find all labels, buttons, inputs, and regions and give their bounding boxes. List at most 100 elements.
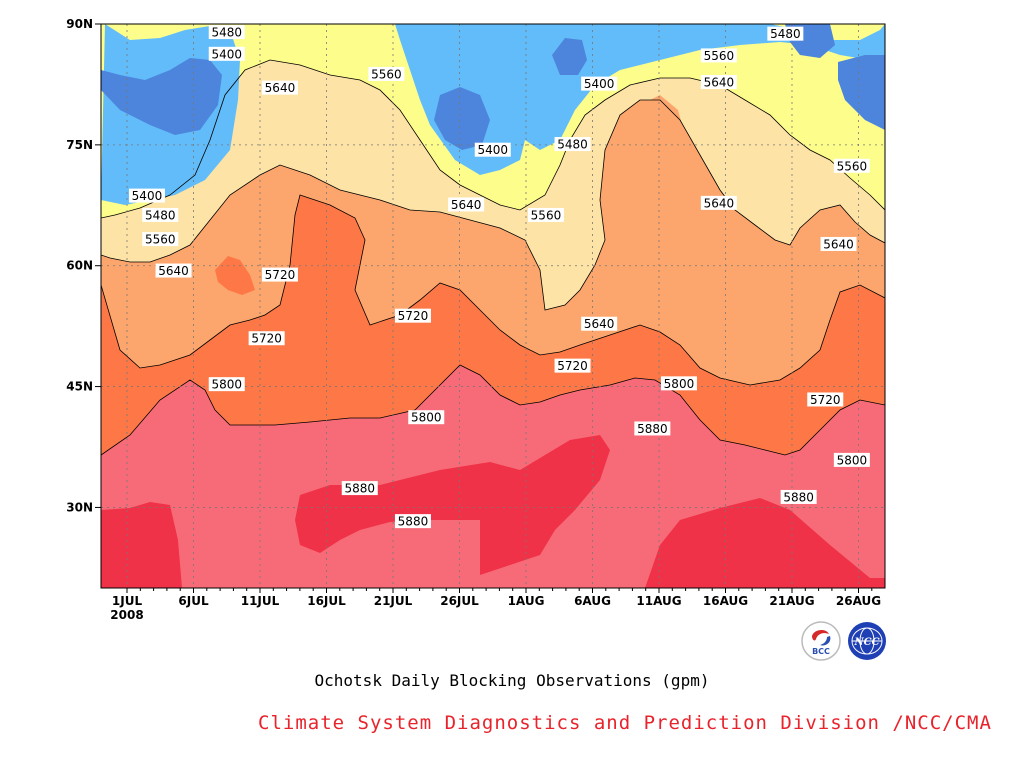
contour-label-bg (142, 207, 179, 222)
contour-label: 5400 (128, 188, 165, 203)
contour-label-text: 5560 (704, 49, 735, 63)
contour-label-bg (341, 481, 378, 496)
contour-label: 5800 (833, 452, 870, 467)
contour-label-text: 5480 (211, 26, 242, 40)
contour-label-bg (208, 46, 245, 61)
contour-label-bg (394, 514, 431, 529)
contour-label-text: 5400 (132, 189, 163, 203)
grid-lines (101, 24, 885, 588)
contour-label: 5880 (634, 421, 671, 436)
contour-label-text: 5800 (837, 453, 868, 467)
contour-label: 5400 (474, 142, 511, 157)
contour-label-bg (767, 26, 804, 41)
contour-label: 5800 (208, 377, 245, 392)
contour-label-bg (554, 358, 591, 373)
chart-credit: Climate System Diagnostics and Predictio… (258, 712, 992, 734)
y-tick-label: 60N (66, 259, 93, 273)
band-5640-island (612, 95, 685, 232)
ncc-logo-text: NCC (853, 637, 879, 648)
contour-label-bg (408, 410, 445, 425)
plot-area (101, 24, 885, 588)
contour-label: 5880 (394, 514, 431, 529)
contour-label-bg (261, 267, 298, 282)
contour-label-text: 5880 (783, 490, 814, 504)
contour-label: 5640 (581, 316, 618, 331)
x-axis: 1JUL 6JUL 11JUL 16JUL 21JUL 26JUL 1AUG 6AUG 11AU… (110, 588, 881, 622)
contour-label: 5560 (833, 158, 870, 173)
contour-label: 5480 (554, 137, 591, 152)
contour-label-bg (833, 452, 870, 467)
y-tick-label: 30N (66, 500, 93, 514)
contour-label-bg (700, 48, 737, 63)
contour-label-text: 5400 (211, 47, 242, 61)
contour-label-bg (700, 195, 737, 210)
band-5400-5480 (101, 24, 885, 205)
y-tick-label: 75N (66, 138, 93, 152)
contour-label: 5640 (700, 75, 737, 90)
contour-label-text: 5880 (344, 482, 375, 496)
band-below-5400 (101, 24, 885, 150)
band-5720-island (215, 256, 255, 295)
contour-label-bg (554, 137, 591, 152)
contour-label: 5560 (700, 48, 737, 63)
x-tick-label: 26AUG (836, 594, 881, 608)
contour-5720 (101, 194, 885, 386)
contour-label-text: 5400 (477, 143, 508, 157)
bcc-logo: BCC (801, 621, 841, 661)
contour-label-text: 5800 (664, 377, 695, 391)
contour-label-bg (634, 421, 671, 436)
contour-label-text: 5880 (637, 422, 668, 436)
contour-label-bg (394, 308, 431, 323)
contour-label-text: 5640 (584, 317, 615, 331)
contour-label-bg (474, 142, 511, 157)
contour-label-text: 5640 (158, 264, 189, 278)
contour-label: 5640 (261, 80, 298, 95)
contour-label-text: 5640 (265, 81, 296, 95)
contour-label: 5560 (142, 232, 179, 247)
contour-labels: 5400 5480 5560 5640 5480 5400 5640 5720 5720 5800… (128, 25, 870, 529)
contour-label-text: 5480 (145, 208, 176, 222)
x-tick-label: 6AUG (574, 594, 611, 608)
contour-label: 5640 (448, 197, 485, 212)
contour-label: 5800 (408, 410, 445, 425)
contour-label-text: 5720 (557, 359, 588, 373)
contour-label: 5720 (248, 331, 285, 346)
contour-label: 5480 (208, 25, 245, 40)
contour-label-text: 5480 (557, 138, 588, 152)
contour-5800 (101, 364, 885, 456)
plot-frame (100, 23, 886, 589)
contour-label-text: 5560 (371, 67, 402, 81)
contour-5560 (101, 59, 885, 219)
y-tick-label: 90N (66, 17, 93, 31)
contour-label-bg (807, 392, 844, 407)
x-tick-label: 6JUL (178, 594, 209, 608)
x-tick-label: 16AUG (703, 594, 748, 608)
contour-label-bg (700, 75, 737, 90)
contour-label-text: 5640 (451, 198, 482, 212)
x-tick-label: 1AUG (508, 594, 545, 608)
contour-label: 5640 (700, 195, 737, 210)
contour-label-text: 5720 (265, 268, 296, 282)
contour-label-bg (128, 188, 165, 203)
contour-label-bg (581, 316, 618, 331)
y-axis: 30N 45N 60N 75N 90N (66, 17, 101, 514)
contour-label-text: 5640 (704, 196, 735, 210)
contour-label-text: 5880 (398, 515, 429, 529)
x-tick-label: 21JUL (374, 594, 413, 608)
bcc-logo-text: BCC (812, 647, 830, 656)
contour-label: 5720 (261, 267, 298, 282)
contour-label-bg (142, 232, 179, 247)
contour-label-bg (261, 80, 298, 95)
x-year-label: 2008 (110, 608, 143, 622)
contour-label: 5480 (142, 207, 179, 222)
contour-label-bg (780, 489, 817, 504)
x-tick-label: 11AUG (636, 594, 681, 608)
contour-label-text: 5640 (823, 237, 854, 251)
ncc-logo: NCC (848, 622, 886, 660)
contour-label-bg (820, 236, 857, 251)
contour-label-text: 5720 (398, 309, 429, 323)
contour-label: 5560 (368, 66, 405, 81)
contour-label-text: 5560 (531, 208, 562, 222)
contour-label-bg (448, 197, 485, 212)
